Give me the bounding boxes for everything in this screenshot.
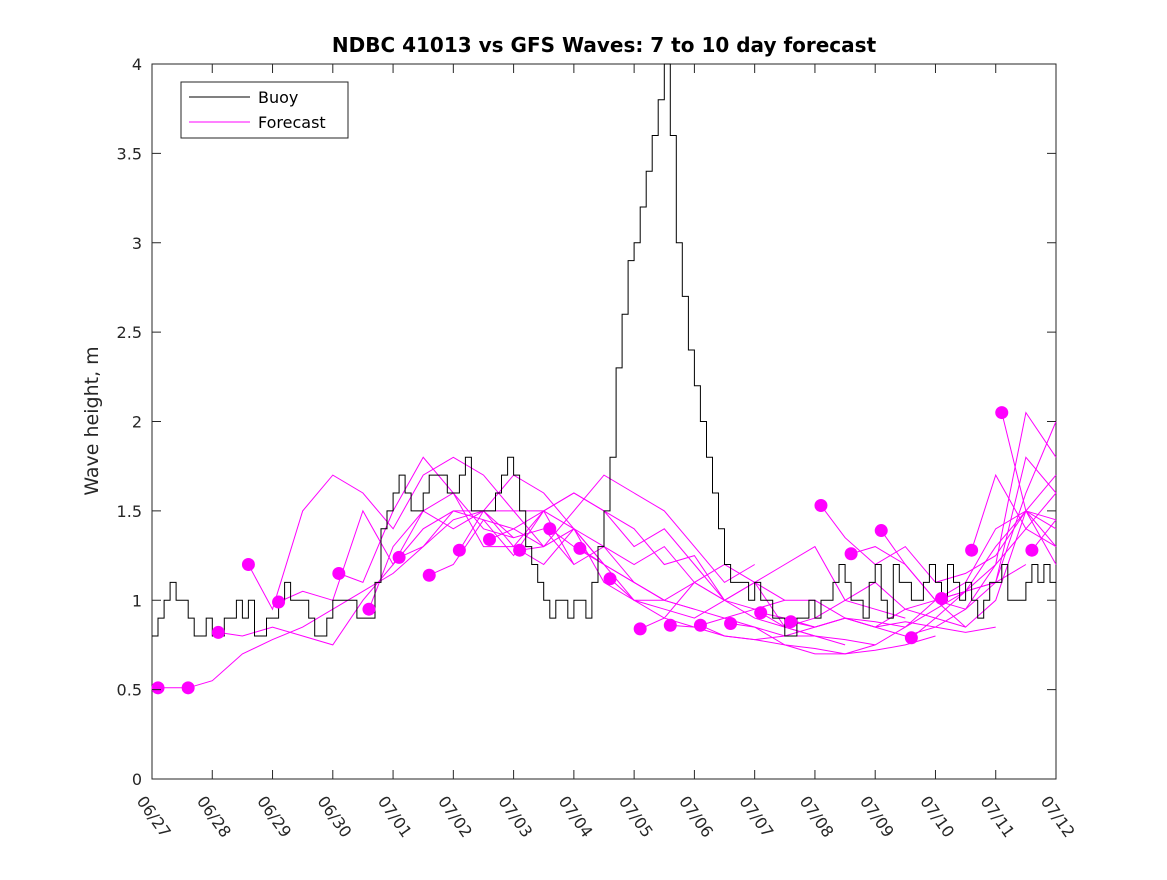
forecast-line-10: [489, 492, 816, 637]
forecast-marker-5: [332, 566, 346, 580]
forecast-marker-19: [754, 606, 768, 620]
forecast-marker-23: [874, 524, 888, 538]
forecast-marker-17: [693, 618, 707, 632]
forecast-marker-0: [151, 681, 165, 695]
y-tick-label: 1.5: [117, 502, 142, 521]
y-tick-label: 4: [132, 55, 142, 74]
forecast-marker-22: [844, 547, 858, 561]
forecast-line-24: [911, 456, 1057, 639]
y-tick-label: 0: [132, 770, 142, 789]
legend: Buoy Forecast: [180, 81, 349, 139]
forecast-marker-26: [965, 543, 979, 557]
forecast-line-5: [338, 456, 665, 601]
forecast-marker-6: [362, 602, 376, 616]
forecast-marker-13: [573, 541, 587, 555]
forecast-marker-8: [422, 568, 436, 582]
y-tick-label: 2.5: [117, 323, 142, 342]
forecast-marker-2: [211, 625, 225, 639]
forecast-marker-24: [904, 631, 918, 645]
forecast-marker-18: [724, 616, 738, 630]
forecast-marker-9: [452, 543, 466, 557]
forecast-marker-7: [392, 550, 406, 564]
legend-box: [180, 81, 349, 139]
legend-forecast-label: Forecast: [258, 113, 326, 132]
forecast-line-8: [428, 474, 755, 584]
y-tick-label: 1: [132, 591, 142, 610]
forecast-line-16: [670, 599, 996, 633]
forecast-marker-27: [995, 406, 1009, 420]
forecast-marker-20: [784, 615, 798, 629]
forecast-line-3: [247, 456, 575, 611]
forecast-line-20: [790, 492, 1057, 628]
legend-buoy-label: Buoy: [258, 88, 298, 107]
forecast-marker-12: [543, 522, 557, 536]
forecast-marker-1: [181, 681, 195, 695]
forecast-marker-16: [663, 618, 677, 632]
forecast-line-14: [609, 578, 936, 655]
forecast-line-13: [579, 545, 906, 619]
y-tick-label: 3.5: [117, 144, 142, 163]
forecast-marker-21: [814, 499, 828, 513]
forecast-line-27: [1001, 412, 1057, 565]
chart-title: NDBC 41013 vs GFS Waves: 7 to 10 day for…: [332, 33, 877, 57]
forecast-marker-28: [1025, 543, 1039, 557]
forecast-line-4: [278, 509, 605, 603]
forecast-marker-10: [482, 532, 496, 546]
y-tick-label: 0.5: [117, 681, 142, 700]
y-tick-label: 2: [132, 413, 142, 432]
buoy-line: [152, 63, 1056, 637]
forecast-marker-11: [513, 543, 527, 557]
plot-content: [151, 63, 1057, 695]
forecast-marker-25: [934, 591, 948, 605]
forecast-marker-3: [241, 558, 255, 571]
forecast-marker-15: [633, 622, 647, 636]
y-tick-label: 3: [132, 234, 142, 253]
forecast-line-25: [941, 474, 1057, 599]
forecast-line-18: [730, 510, 1057, 655]
forecast-marker-4: [272, 595, 286, 609]
forecast-line-11: [519, 528, 846, 646]
y-axis-label: Wave height, m: [81, 346, 103, 495]
forecast-marker-14: [603, 572, 617, 586]
